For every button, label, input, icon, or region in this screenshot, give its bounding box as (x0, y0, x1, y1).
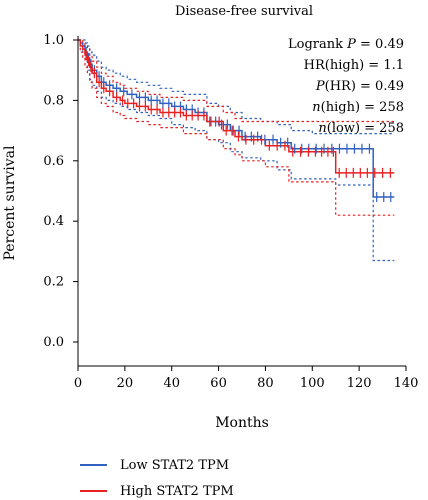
stat-line: Logrank P = 0.49 (288, 37, 404, 52)
ci-upper-high (78, 39, 395, 123)
x-tick-label: 80 (257, 376, 274, 391)
confidence-bands (78, 39, 395, 262)
stat-line: n(high) = 258 (312, 100, 404, 115)
legend-item-high: High STAT2 TPM (80, 484, 234, 499)
x-axis-title: Months (215, 415, 269, 431)
ci-lower-low (78, 39, 395, 262)
x-tick-label: 60 (210, 376, 227, 391)
x-tick-label: 20 (117, 376, 134, 391)
chart-title: Disease-free survival (175, 4, 313, 19)
ci-lower-high (78, 39, 395, 216)
x-tick-label: 100 (300, 376, 325, 391)
plot-area (78, 39, 395, 262)
legend-label-low: Low STAT2 TPM (120, 458, 229, 473)
stat-line: P(HR) = 0.49 (315, 79, 404, 94)
x-axis-ticks: 0 20 40 60 80 100 120 140 (74, 366, 419, 391)
legend-item-low: Low STAT2 TPM (80, 458, 229, 473)
x-tick-label: 0 (74, 376, 82, 391)
y-axis-ticks: 0.0 0.2 0.4 0.6 0.8 1.0 (43, 33, 78, 350)
y-tick-label: 0.4 (43, 214, 64, 229)
y-tick-label: 0.0 (43, 335, 64, 350)
statistics-annotation: Logrank P = 0.49 HR(high) = 1.1 P(HR) = 0.… (288, 37, 404, 136)
stat-line: n(low) = 258 (318, 121, 404, 136)
y-tick-label: 0.6 (43, 154, 64, 169)
censor-marks (85, 47, 392, 203)
legend: Low STAT2 TPM High STAT2 TPM (80, 458, 234, 499)
y-tick-label: 0.8 (43, 93, 64, 108)
y-tick-label: 0.2 (43, 275, 64, 290)
legend-label-high: High STAT2 TPM (120, 484, 234, 499)
y-axis-title: Percent survival (2, 145, 18, 261)
x-tick-label: 140 (394, 376, 419, 391)
x-tick-label: 120 (347, 376, 372, 391)
stat-line: HR(high) = 1.1 (304, 58, 404, 73)
y-tick-label: 1.0 (43, 33, 64, 48)
ci-upper-low (78, 39, 395, 135)
x-tick-label: 40 (163, 376, 180, 391)
